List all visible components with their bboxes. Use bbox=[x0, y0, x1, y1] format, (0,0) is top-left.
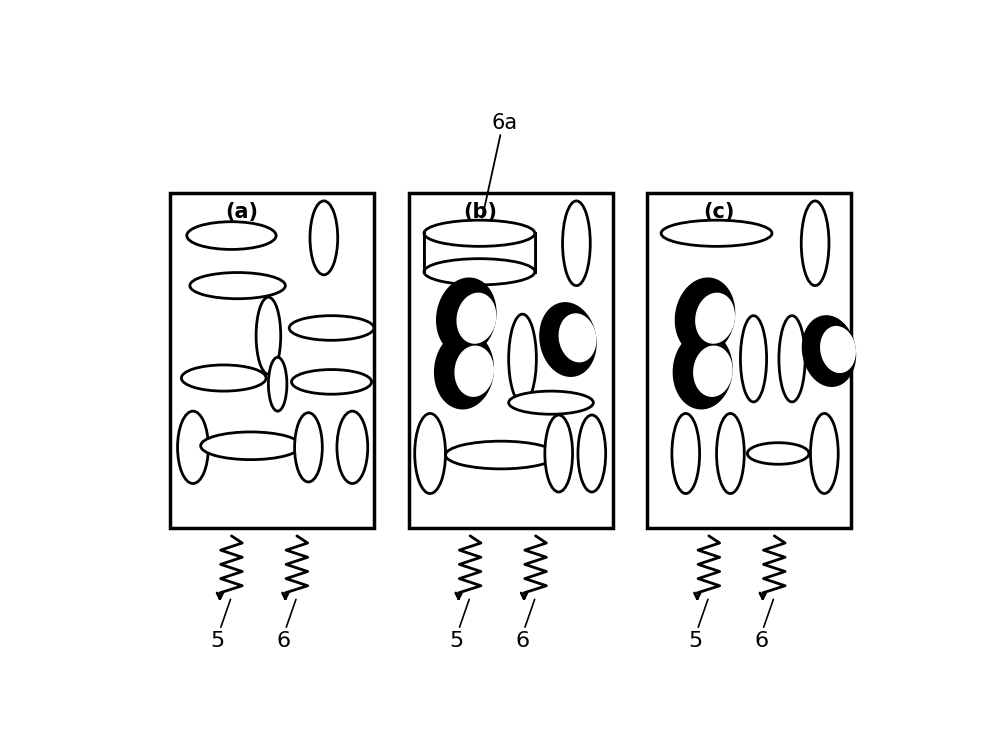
Polygon shape bbox=[540, 303, 596, 376]
Ellipse shape bbox=[201, 432, 301, 460]
Ellipse shape bbox=[578, 415, 606, 492]
Polygon shape bbox=[559, 314, 596, 362]
Ellipse shape bbox=[424, 259, 535, 285]
Polygon shape bbox=[802, 316, 855, 386]
Ellipse shape bbox=[178, 411, 208, 484]
Bar bbox=[424, 234, 535, 272]
Polygon shape bbox=[437, 278, 496, 355]
Ellipse shape bbox=[415, 414, 446, 493]
Text: 5: 5 bbox=[210, 631, 225, 650]
Ellipse shape bbox=[661, 220, 772, 246]
Bar bbox=[647, 193, 851, 528]
Ellipse shape bbox=[545, 415, 573, 492]
Text: (b): (b) bbox=[463, 202, 497, 222]
Text: (a): (a) bbox=[225, 202, 258, 222]
Ellipse shape bbox=[717, 414, 744, 493]
Ellipse shape bbox=[747, 443, 809, 464]
Text: (c): (c) bbox=[703, 202, 734, 222]
Text: 6: 6 bbox=[515, 631, 530, 650]
Polygon shape bbox=[673, 332, 732, 408]
Polygon shape bbox=[457, 293, 496, 343]
Ellipse shape bbox=[779, 315, 805, 402]
Text: 6: 6 bbox=[277, 631, 291, 650]
Text: 6: 6 bbox=[754, 631, 768, 650]
Text: 5: 5 bbox=[688, 631, 702, 650]
Ellipse shape bbox=[268, 357, 287, 411]
Ellipse shape bbox=[509, 314, 536, 403]
Polygon shape bbox=[675, 278, 735, 355]
Ellipse shape bbox=[424, 220, 535, 246]
Ellipse shape bbox=[446, 441, 556, 469]
Polygon shape bbox=[694, 346, 732, 397]
Ellipse shape bbox=[181, 365, 266, 391]
Ellipse shape bbox=[190, 272, 285, 299]
Ellipse shape bbox=[256, 297, 281, 374]
Polygon shape bbox=[435, 332, 493, 408]
Ellipse shape bbox=[292, 370, 372, 394]
Polygon shape bbox=[696, 293, 734, 343]
Ellipse shape bbox=[295, 413, 322, 482]
Ellipse shape bbox=[810, 414, 838, 493]
Polygon shape bbox=[455, 346, 493, 397]
Polygon shape bbox=[821, 327, 855, 372]
Ellipse shape bbox=[563, 201, 590, 286]
Text: 5: 5 bbox=[449, 631, 463, 650]
Ellipse shape bbox=[289, 315, 374, 340]
Ellipse shape bbox=[337, 411, 368, 484]
Bar bbox=[170, 193, 374, 528]
Ellipse shape bbox=[740, 315, 767, 402]
Bar bbox=[409, 193, 613, 528]
Ellipse shape bbox=[310, 201, 338, 275]
Ellipse shape bbox=[672, 414, 700, 493]
Ellipse shape bbox=[509, 391, 593, 414]
Ellipse shape bbox=[801, 201, 829, 286]
Ellipse shape bbox=[187, 222, 276, 249]
Text: 6a: 6a bbox=[492, 113, 518, 133]
